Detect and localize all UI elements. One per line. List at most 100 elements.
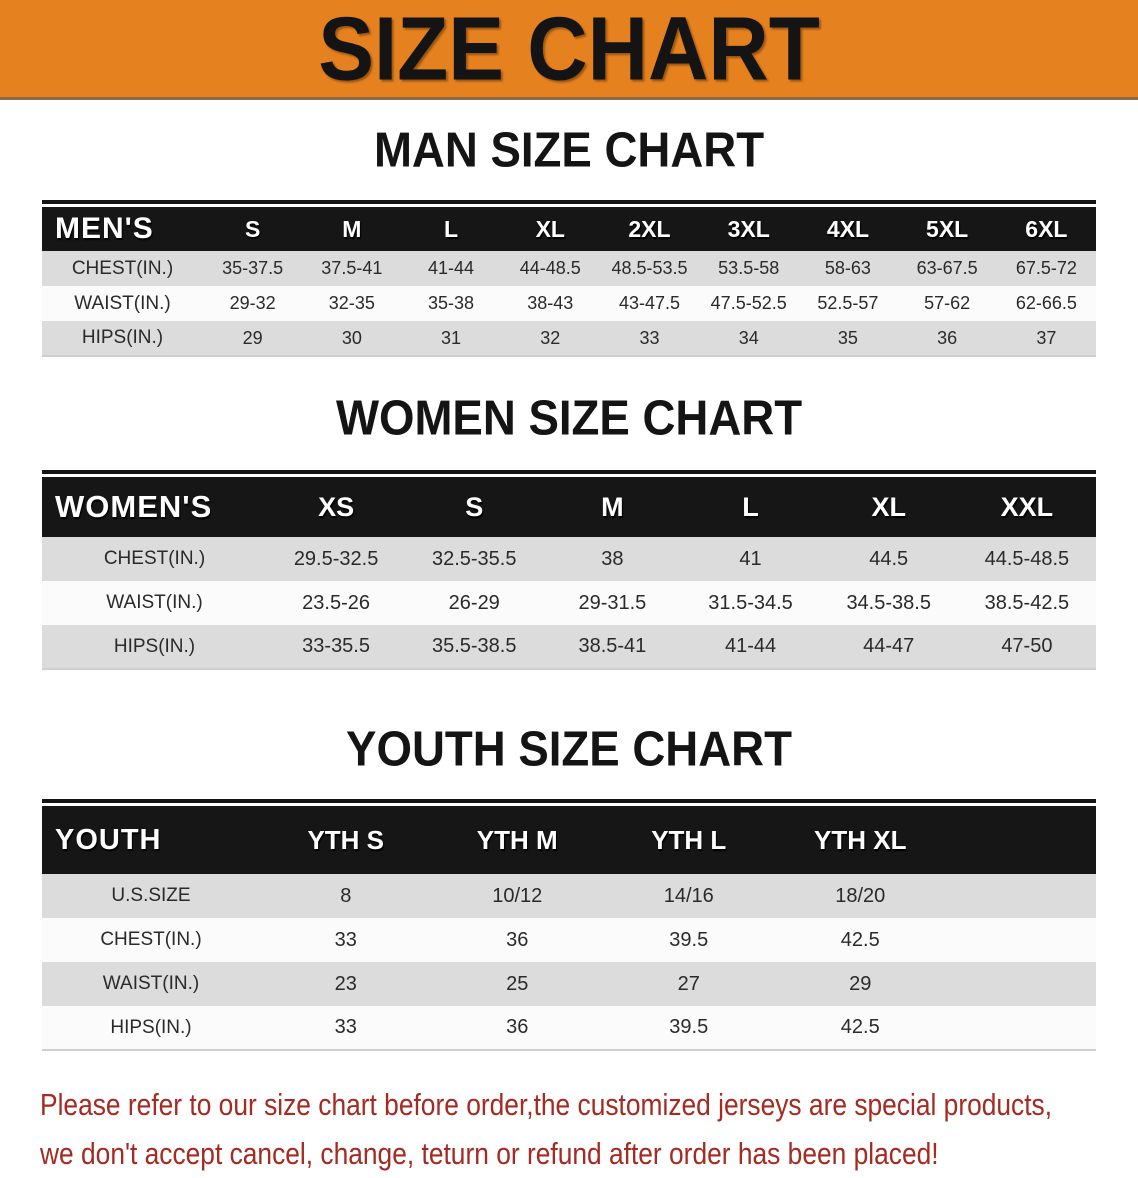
measurement-value-cell: 58-63 — [824, 258, 871, 278]
measurement-value-cell: 42.5 — [840, 928, 880, 951]
header-spacer-cell — [946, 806, 1096, 874]
measurement-value-cell: 14/16 — [663, 884, 714, 907]
measurement-value-cell: 67.5-72 — [1015, 258, 1077, 278]
size-column-header: M — [543, 477, 682, 537]
disclaimer-line-2: we don't accept cancel, change, teturn o… — [40, 1136, 939, 1171]
size-column-header: XL — [819, 477, 958, 537]
size-column-header: S — [405, 477, 544, 537]
measurement-value-cell: 63-67.5 — [916, 258, 978, 278]
measurement-value-cell: 26-29 — [448, 591, 500, 614]
measurement-row-label: HIPS(IN.) — [113, 635, 196, 657]
measurement-value-cell: 47-50 — [1001, 635, 1053, 657]
men-size-table-wrap: MEN'S S M L XL 2XL 3XL 4XL 5XL 6XL CHEST(IN.) 35-37… — [42, 200, 1096, 357]
measurement-value-cell: 25 — [506, 972, 529, 995]
measurement-value-cell: 39.5 — [669, 1016, 709, 1038]
measurement-row-label: U.S.SIZE — [111, 885, 191, 906]
measurement-row-label: HIPS(IN.) — [81, 327, 164, 348]
size-column-header: 6XL — [996, 207, 1096, 251]
measurement-value-cell: 36 — [506, 928, 529, 951]
measurement-value-cell: 10/12 — [492, 884, 543, 907]
measurement-value-cell: 52.5-57 — [817, 293, 879, 313]
measurement-row-label: CHEST(IN.) — [100, 929, 202, 950]
youth-size-table: YOUTH YTH S YTH M YTH L YTH XL U.S.SIZE 8 10/12… — [42, 806, 1096, 1051]
measurement-row-label: WAIST(IN.) — [106, 592, 203, 613]
women-size-table-wrap: WOMEN'S XS S M L XL XXL CHEST(IN.) 29.5-32.5 32.5… — [42, 470, 1096, 670]
size-column-header: 4XL — [798, 207, 898, 251]
table-header-row: MEN'S S M L XL 2XL 3XL 4XL 5XL 6XL — [42, 207, 1096, 251]
measurement-value-cell: 42.5 — [840, 1016, 880, 1038]
size-column-header: YTH M — [431, 806, 603, 874]
measurement-value-cell: 33 — [639, 327, 660, 348]
measurement-value-cell: 29-32 — [229, 293, 276, 313]
size-column-header: L — [681, 477, 820, 537]
measurement-value-cell: 34.5-38.5 — [846, 591, 931, 614]
size-column-header: YTH L — [603, 806, 775, 874]
measurement-value-cell: 32.5-35.5 — [431, 547, 517, 570]
measurement-value-cell: 44-48.5 — [519, 258, 581, 278]
page-title: SIZE CHART — [318, 0, 820, 99]
measurement-value-cell: 39.5 — [669, 928, 709, 951]
table-group-label: WOMEN'S — [42, 477, 267, 537]
row-spacer-cell — [946, 874, 1096, 918]
size-column-header: XS — [267, 477, 406, 537]
measurement-value-cell: 33 — [334, 1016, 357, 1038]
men-section-title: MAN SIZE CHART — [373, 123, 765, 178]
measurement-value-cell: 37 — [1036, 327, 1057, 348]
measurement-value-cell: 36 — [937, 327, 958, 348]
measurement-value-cell: 38 — [601, 547, 624, 570]
measurement-value-cell: 23.5-26 — [302, 591, 370, 614]
youth-section-title: YOUTH SIZE CHART — [346, 722, 792, 777]
measurement-value-cell: 33-35.5 — [302, 635, 370, 657]
measurement-value-cell: 44.5 — [869, 547, 909, 570]
size-column-header: 2XL — [599, 207, 700, 251]
table-group-label: MEN'S — [42, 207, 203, 251]
measurement-value-cell: 27 — [677, 972, 700, 995]
measurement-row-label: CHEST(IN.) — [71, 257, 174, 279]
measurement-value-cell: 31 — [441, 327, 462, 348]
measurement-value-cell: 29 — [242, 327, 263, 348]
measurement-value-cell: 32 — [540, 327, 561, 348]
measurement-value-cell: 33 — [334, 928, 357, 951]
disclaimer-note: Please refer to our size chart before or… — [0, 1080, 1138, 1178]
measurement-value-cell: 41 — [739, 547, 762, 570]
measurement-value-cell: 41-44 — [724, 635, 777, 657]
size-column-header: YTH XL — [774, 806, 946, 874]
women-size-table: WOMEN'S XS S M L XL XXL CHEST(IN.) 29.5-32.5 32.5… — [42, 477, 1096, 670]
size-column-header: 3XL — [699, 207, 799, 251]
measurement-value-cell: 44.5-48.5 — [984, 547, 1070, 570]
table-row: CHEST(IN.) 35-37.5 37.5-41 41-44 44-48.5 48.5… — [42, 251, 1096, 286]
table-row: HIPS(IN.) 29 30 31 32 33 34 35 36 37 — [42, 321, 1096, 356]
size-column-header: 5XL — [897, 207, 997, 251]
table-row: WAIST(IN.) 23.5-26 26-29 29-31.5 31.5-34.5 34… — [42, 581, 1096, 625]
size-column-header: L — [401, 207, 501, 251]
measurement-value-cell: 44-47 — [863, 635, 915, 657]
table-row: HIPS(IN.) 33 36 39.5 42.5 — [42, 1006, 1096, 1050]
table-group-label: YOUTH — [42, 806, 260, 874]
size-column-header: XL — [500, 207, 600, 251]
size-chart-banner: SIZE CHART — [0, 0, 1138, 100]
measurement-value-cell: 38.5-41 — [578, 635, 647, 657]
measurement-value-cell: 31.5-34.5 — [708, 591, 793, 614]
youth-size-table-wrap: YOUTH YTH S YTH M YTH L YTH XL U.S.SIZE 8 10/12… — [42, 799, 1096, 1051]
measurement-value-cell: 47.5-52.5 — [710, 293, 787, 313]
measurement-value-cell: 37.5-41 — [321, 258, 383, 278]
disclaimer-line-1: Please refer to our size chart before or… — [40, 1087, 1053, 1122]
measurement-value-cell: 29.5-32.5 — [293, 547, 379, 570]
measurement-value-cell: 38.5-42.5 — [984, 591, 1070, 614]
table-row: HIPS(IN.) 33-35.5 35.5-38.5 38.5-41 41-44 44-… — [42, 625, 1096, 669]
row-spacer-cell — [946, 1006, 1096, 1050]
measurement-value-cell: 35.5-38.5 — [431, 635, 517, 657]
measurement-value-cell: 41-44 — [428, 258, 475, 278]
measurement-row-label: WAIST(IN.) — [102, 973, 200, 994]
measurement-row-label: HIPS(IN.) — [110, 1016, 192, 1038]
measurement-value-cell: 35-37.5 — [222, 258, 284, 278]
table-header-row: WOMEN'S XS S M L XL XXL — [42, 477, 1096, 537]
measurement-value-cell: 53.5-58 — [718, 258, 780, 278]
size-column-header: S — [203, 207, 303, 251]
measurement-value-cell: 30 — [341, 327, 362, 348]
measurement-value-cell: 34 — [738, 327, 759, 348]
measurement-value-cell: 29 — [849, 972, 872, 995]
measurement-row-label: CHEST(IN.) — [103, 548, 206, 569]
measurement-value-cell: 32-35 — [328, 293, 375, 313]
measurement-value-cell: 48.5-53.5 — [611, 258, 688, 278]
